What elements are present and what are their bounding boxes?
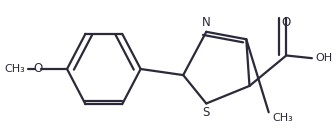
Text: OH: OH <box>315 53 332 63</box>
Text: CH₃: CH₃ <box>5 64 26 74</box>
Text: N: N <box>202 16 211 29</box>
Text: S: S <box>203 106 210 119</box>
Text: CH₃: CH₃ <box>272 113 293 123</box>
Text: O: O <box>34 63 43 75</box>
Text: O: O <box>282 16 291 29</box>
